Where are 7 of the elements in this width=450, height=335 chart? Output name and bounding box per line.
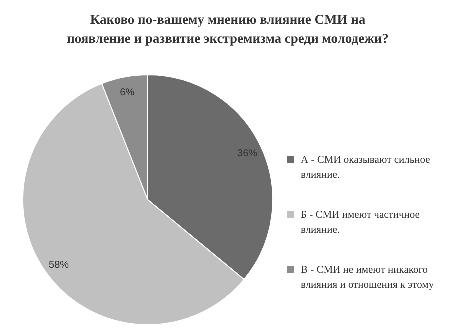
data-label: 36%: [238, 148, 258, 160]
chart-title: Каково по-вашему мнению влияние СМИ на появление и развитие экстремизма среди молодежи?: [67, 12, 389, 46]
data-label: 6%: [120, 87, 135, 98]
data-label: 58%: [49, 260, 70, 272]
legend-label: В - СМИ не имеют никакого влияния и отношения к этому: [301, 265, 435, 291]
legend-label: А - СМИ оказывают сильное влияние.: [301, 155, 431, 181]
legend-label: Б - СМИ имеют частичное влияние.: [301, 210, 420, 236]
